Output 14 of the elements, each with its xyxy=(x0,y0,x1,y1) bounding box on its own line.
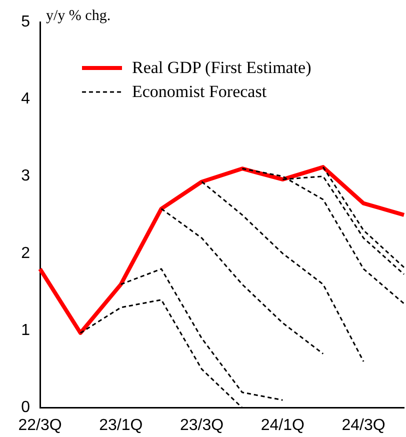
y-tick-label: 0 xyxy=(21,399,30,416)
y-tick-label: 4 xyxy=(21,90,30,108)
y-tick-label: 1 xyxy=(21,322,30,340)
y-axis-title: y/y % chg. xyxy=(46,8,111,25)
legend-label: Economist Forecast xyxy=(132,82,267,102)
x-tick-label: 24/1Q xyxy=(260,416,304,434)
x-tick-label: 23/3Q xyxy=(180,416,224,434)
legend-label: Real GDP (First Estimate) xyxy=(132,58,312,78)
y-tick-label: 3 xyxy=(21,168,30,185)
x-tick-label: 23/1Q xyxy=(99,416,143,434)
y-tick-label: 5 xyxy=(21,13,30,30)
x-tick-label: 24/3Q xyxy=(342,416,386,434)
x-tick-label: 22/3Q xyxy=(18,416,62,434)
y-tick-label: 2 xyxy=(21,244,30,262)
